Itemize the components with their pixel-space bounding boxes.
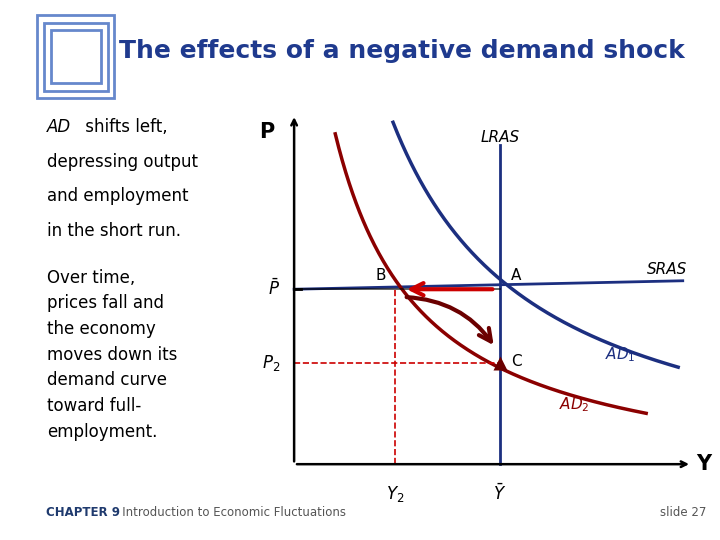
Text: A: A: [511, 268, 522, 284]
Text: $AD_1$: $AD_1$: [605, 346, 636, 365]
Text: AD: AD: [48, 118, 71, 136]
Text: The effects of a negative demand shock: The effects of a negative demand shock: [119, 39, 685, 63]
Text: LRAS: LRAS: [480, 130, 519, 145]
Text: Over time,
prices fall and
the economy
moves down its
demand curve
toward full-
: Over time, prices fall and the economy m…: [48, 268, 178, 441]
Text: CHAPTER 9: CHAPTER 9: [46, 506, 120, 519]
Text: SRAS: SRAS: [647, 262, 688, 277]
Text: $\bar{Y}$: $\bar{Y}$: [493, 484, 506, 504]
Text: slide 27: slide 27: [660, 506, 706, 519]
Text: $Y_2$: $Y_2$: [385, 484, 404, 504]
Text: B: B: [375, 268, 386, 284]
Text: shifts left,: shifts left,: [80, 118, 168, 136]
Text: $\mathbf{Y}$: $\mathbf{Y}$: [696, 454, 714, 474]
Text: $\mathbf{P}$: $\mathbf{P}$: [258, 122, 275, 142]
Text: $P_2$: $P_2$: [262, 353, 280, 373]
Text: $AD_2$: $AD_2$: [559, 395, 590, 414]
Text: Introduction to Economic Fluctuations: Introduction to Economic Fluctuations: [112, 506, 346, 519]
Text: $\bar{P}$: $\bar{P}$: [269, 279, 280, 300]
Text: depressing output: depressing output: [48, 153, 198, 171]
Text: and employment: and employment: [48, 187, 189, 205]
Text: in the short run.: in the short run.: [48, 221, 181, 240]
Text: C: C: [511, 354, 522, 369]
